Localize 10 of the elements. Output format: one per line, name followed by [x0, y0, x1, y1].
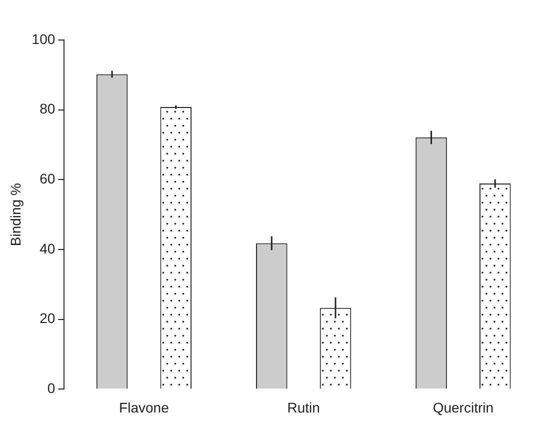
y-tick-label: 100: [32, 30, 56, 47]
y-axis-title: Binding %: [7, 183, 24, 246]
x-tick-label: Quercitrin: [432, 399, 494, 416]
y-tick-label: 0: [47, 380, 56, 396]
y-tick-label: 20: [40, 310, 56, 326]
x-tick-label: Flavone: [119, 399, 170, 416]
y-tick-label: 60: [40, 170, 56, 187]
y-tick-label: 40: [40, 240, 56, 256]
x-tick-label: Rutin: [287, 399, 320, 416]
y-tick-label: 80: [40, 100, 56, 117]
